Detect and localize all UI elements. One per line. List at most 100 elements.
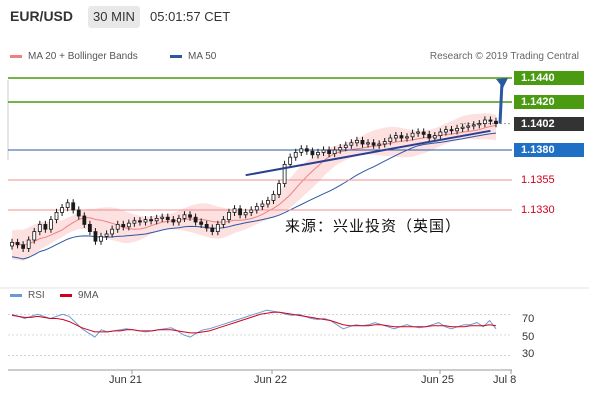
candle: [60, 207, 64, 213]
candle: [93, 231, 98, 242]
candle: [215, 223, 220, 232]
level-tag-1330: 1.1330: [521, 204, 555, 216]
candle: [204, 223, 209, 229]
candle: [65, 202, 70, 209]
candle: [115, 223, 120, 230]
candle: [455, 127, 459, 132]
candle: [382, 141, 387, 145]
candle: [260, 203, 265, 207]
candle: [76, 209, 81, 217]
candle: [477, 123, 482, 126]
legend-rsi: RSI: [10, 290, 45, 301]
candle: [494, 120, 498, 124]
level-tag-1380: 1.1380: [514, 143, 584, 157]
candle: [293, 151, 298, 158]
candle: [327, 149, 332, 154]
ma50-swatch: [170, 54, 182, 58]
level-tag-1355: 1.1355: [521, 174, 555, 186]
candle: [349, 142, 354, 146]
candle: [182, 214, 187, 219]
current-price-tag: 1.1402: [514, 116, 584, 131]
candle: [10, 241, 14, 247]
legend-ma50-label: MA 50: [188, 51, 217, 62]
candle: [149, 219, 153, 222]
candle: [266, 199, 270, 205]
candle: [416, 131, 421, 134]
candle: [355, 139, 359, 144]
candle: [121, 223, 126, 228]
symbol-label: EUR/USD: [10, 8, 74, 24]
candle: [210, 227, 215, 232]
candle: [176, 217, 181, 223]
candle: [154, 217, 159, 222]
ma20-line: [11, 125, 497, 246]
legend-ma20-label: MA 20 + Bollinger Bands: [28, 51, 138, 62]
target-arrow-shaft: [498, 81, 504, 124]
ma9-swatch: [60, 293, 72, 297]
candle: [254, 205, 259, 211]
rsi-swatch: [10, 293, 22, 297]
candle: [221, 219, 226, 225]
candle: [43, 223, 48, 230]
timeframe-button[interactable]: 30 MIN: [88, 6, 140, 28]
candle: [54, 211, 59, 220]
candle: [388, 137, 393, 142]
candle: [193, 216, 198, 223]
candle: [399, 135, 404, 139]
x-tick-jun25: Jun 25: [421, 374, 455, 386]
candle: [371, 142, 376, 146]
candle: [405, 136, 409, 139]
candle: [316, 151, 320, 156]
candle: [332, 149, 337, 154]
rsi-ma9-line: [11, 311, 497, 334]
candle: [37, 223, 42, 232]
candle: [160, 216, 165, 219]
candle: [410, 132, 415, 138]
candle: [110, 228, 115, 235]
legend-9ma: 9MA: [60, 290, 99, 301]
candle: [366, 142, 370, 145]
timestamp-label: 05:01:57 CET: [150, 9, 231, 24]
candle: [271, 193, 276, 201]
candle: [82, 215, 87, 225]
candle: [238, 208, 242, 216]
chart-header: EUR/USD 30 MIN 05:01:57 CET: [0, 0, 589, 34]
candle: [199, 221, 204, 225]
candle: [432, 135, 437, 139]
candle: [471, 124, 476, 127]
candle: [126, 222, 131, 228]
legend-ma20: MA 20 + Bollinger Bands: [10, 51, 138, 62]
candle: [104, 233, 109, 237]
support-trendline: [245, 129, 491, 177]
candle: [138, 220, 142, 223]
rsi-tick-70: 70: [522, 313, 535, 325]
candle: [132, 220, 137, 224]
candle: [99, 235, 103, 242]
x-tick-jun21: Jun 21: [109, 374, 143, 386]
candle: [343, 144, 348, 148]
candle: [282, 163, 287, 184]
target-arrow-head: [496, 78, 508, 88]
candle: [360, 139, 365, 145]
legend-9ma-label: 9MA: [78, 290, 99, 301]
level-tag-1440: 1.1440: [514, 71, 584, 85]
candle: [460, 126, 465, 129]
ma50-line: [11, 132, 497, 260]
rsi-tick-30: 30: [522, 348, 535, 360]
candle: [393, 135, 398, 139]
candle: [15, 241, 20, 246]
candle: [171, 219, 176, 223]
candle: [87, 223, 92, 232]
candle: [71, 202, 76, 211]
candle: [444, 129, 448, 133]
candle: [421, 131, 426, 135]
research-credit: Research © 2019 Trading Central: [429, 51, 579, 62]
x-tick-jul8: Jul 8: [493, 374, 517, 386]
x-tick-jun22: Jun 22: [254, 374, 288, 386]
ma20-swatch: [10, 54, 22, 58]
source-watermark: 来源：兴业投资（英国）: [285, 218, 462, 235]
candle: [482, 119, 487, 124]
legend-ma50: MA 50: [170, 51, 216, 62]
candle: [21, 244, 26, 249]
